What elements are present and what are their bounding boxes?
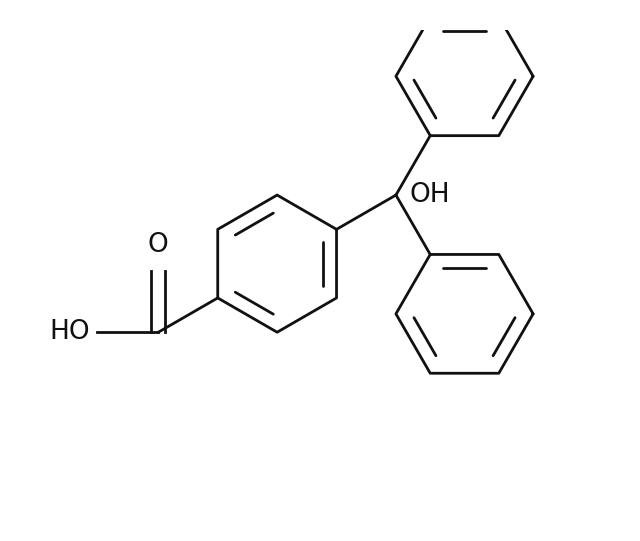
Text: OH: OH — [410, 182, 451, 208]
Text: O: O — [148, 233, 169, 259]
Text: HO: HO — [49, 319, 90, 345]
